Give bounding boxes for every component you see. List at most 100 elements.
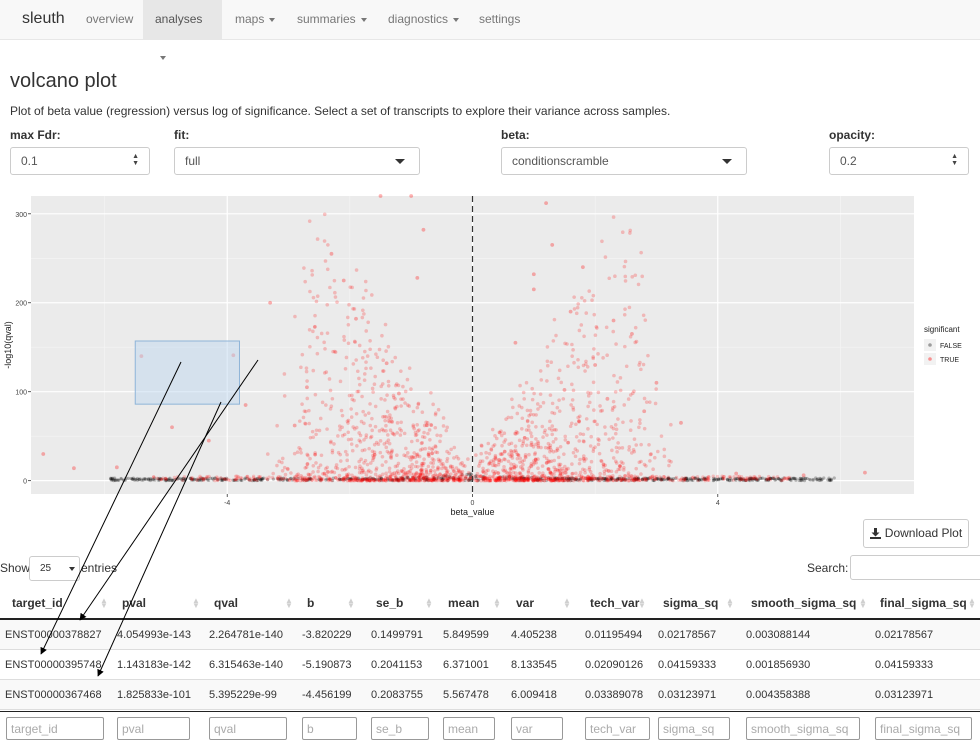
point-true: [303, 478, 307, 482]
nav-summaries[interactable]: summaries: [285, 0, 379, 39]
legend-entry: FALSE: [940, 343, 962, 350]
sort-icon[interactable]: ▲ ▼: [638, 596, 646, 610]
column-header-final-sigma-sq[interactable]: final_sigma_sq: [880, 596, 967, 610]
point-true: [307, 327, 312, 332]
point-true: [378, 194, 383, 198]
point-true: [617, 446, 622, 450]
point-true: [430, 478, 434, 483]
column-header-pval[interactable]: pval: [122, 596, 147, 610]
column-header-sigma-sq[interactable]: sigma_sq: [663, 596, 719, 610]
point-true: [506, 477, 510, 482]
filter-input-var[interactable]: [511, 717, 563, 740]
point-true: [498, 430, 502, 435]
column-header-var[interactable]: var: [516, 596, 535, 610]
sort-icon[interactable]: ▲ ▼: [968, 596, 976, 610]
column-header-tech-var[interactable]: tech_var: [590, 596, 640, 610]
point-true: [597, 438, 601, 443]
point-true: [515, 430, 520, 435]
sort-icon[interactable]: ▲ ▼: [347, 596, 355, 610]
point-true: [557, 409, 562, 413]
point-true: [308, 472, 313, 477]
point-true: [517, 471, 521, 476]
column-header-b[interactable]: b: [307, 596, 315, 610]
point-false: [481, 477, 485, 482]
point-true: [494, 436, 499, 441]
filter-input-qval[interactable]: [209, 717, 287, 740]
column-header-smooth-sigma-sq[interactable]: smooth_sigma_sq: [751, 596, 857, 610]
filter-input-pval[interactable]: [117, 717, 190, 740]
point-true: [346, 418, 351, 423]
point-true: [460, 473, 465, 477]
point-true: [524, 380, 529, 385]
column-header-mean[interactable]: mean: [448, 596, 480, 610]
column-header-se-b[interactable]: se_b: [376, 596, 404, 610]
filter-input-sigma-sq[interactable]: [658, 717, 730, 740]
table-row[interactable]: ENST00000395748 1.143183e-142 6.315463e-14…: [0, 650, 980, 680]
sort-icon[interactable]: ▲ ▼: [425, 596, 433, 610]
point-true: [276, 478, 280, 482]
point-true: [577, 461, 582, 466]
spinner-arrows-icon[interactable]: ▲ ▼: [132, 153, 139, 167]
sort-icon[interactable]: ▲ ▼: [563, 596, 571, 610]
navbar-brand[interactable]: sleuth: [22, 10, 65, 27]
nav-settings[interactable]: settings: [467, 0, 532, 39]
filter-input-final-sigma-sq[interactable]: [875, 717, 972, 740]
filter-input-target-id[interactable]: [6, 717, 104, 740]
point-true: [535, 475, 540, 479]
point-true: [371, 453, 375, 458]
point-true: [257, 475, 262, 480]
sort-icon[interactable]: ▲ ▼: [493, 596, 501, 610]
point-true: [530, 471, 534, 476]
sort-icon[interactable]: ▲ ▼: [192, 596, 200, 610]
selection-box[interactable]: [134, 340, 240, 405]
page-length-select[interactable]: 25: [29, 556, 80, 581]
point-true: [360, 478, 364, 483]
spinner-arrows-icon[interactable]: ▲ ▼: [951, 153, 958, 167]
point-true: [533, 477, 538, 482]
filter-input-smooth-sigma-sq[interactable]: [746, 717, 860, 740]
point-false: [533, 477, 537, 482]
max-fdr-input[interactable]: 0.1 ▲ ▼: [10, 147, 150, 175]
point-true: [520, 416, 525, 421]
sort-icon[interactable]: ▲ ▼: [285, 596, 293, 610]
filter-input-tech-var[interactable]: [585, 717, 650, 740]
point-true: [531, 475, 536, 479]
point-false: [441, 477, 445, 481]
column-header-qval[interactable]: qval: [214, 596, 239, 610]
beta-select[interactable]: conditionscramble: [501, 147, 747, 175]
download-plot-button[interactable]: Download Plot: [863, 519, 969, 548]
nav-maps[interactable]: maps: [223, 0, 287, 39]
sort-icon[interactable]: ▲ ▼: [100, 596, 108, 610]
point-true: [300, 478, 305, 483]
table-row[interactable]: ENST00000367468 1.825833e-101 5.395229e-99…: [0, 680, 980, 710]
point-true: [403, 389, 408, 394]
point-true: [429, 422, 433, 427]
filter-input-b[interactable]: [302, 717, 357, 740]
table-cell-var: 6.009418: [511, 689, 557, 701]
table-row[interactable]: ENST00000378827 4.054993e-143 2.264781e-14…: [0, 620, 980, 650]
filter-input-mean[interactable]: [443, 717, 495, 740]
fit-select[interactable]: full: [174, 147, 420, 175]
nav-analyses[interactable]: analyses: [143, 0, 222, 60]
point-false: [309, 477, 313, 481]
sort-icon[interactable]: ▲ ▼: [726, 596, 734, 610]
point-true: [637, 425, 641, 430]
point-true: [554, 437, 558, 441]
point-true: [575, 449, 580, 453]
point-true: [271, 471, 275, 476]
nav-analyses-label: analyses: [155, 12, 203, 26]
nav-diagnostics[interactable]: diagnostics: [376, 0, 471, 39]
point-true: [325, 427, 329, 431]
point-false: [807, 477, 811, 482]
filter-input-se-b[interactable]: [371, 717, 429, 740]
opacity-input[interactable]: 0.2 ▲ ▼: [829, 147, 969, 175]
point-true: [345, 478, 350, 483]
nav-overview[interactable]: overview: [74, 0, 145, 39]
column-header-target-id[interactable]: target_id: [12, 596, 63, 610]
search-input[interactable]: [850, 555, 980, 580]
point-true: [550, 401, 555, 406]
point-true: [388, 474, 393, 479]
sort-icon[interactable]: ▲ ▼: [859, 596, 867, 610]
point-false: [772, 477, 776, 481]
